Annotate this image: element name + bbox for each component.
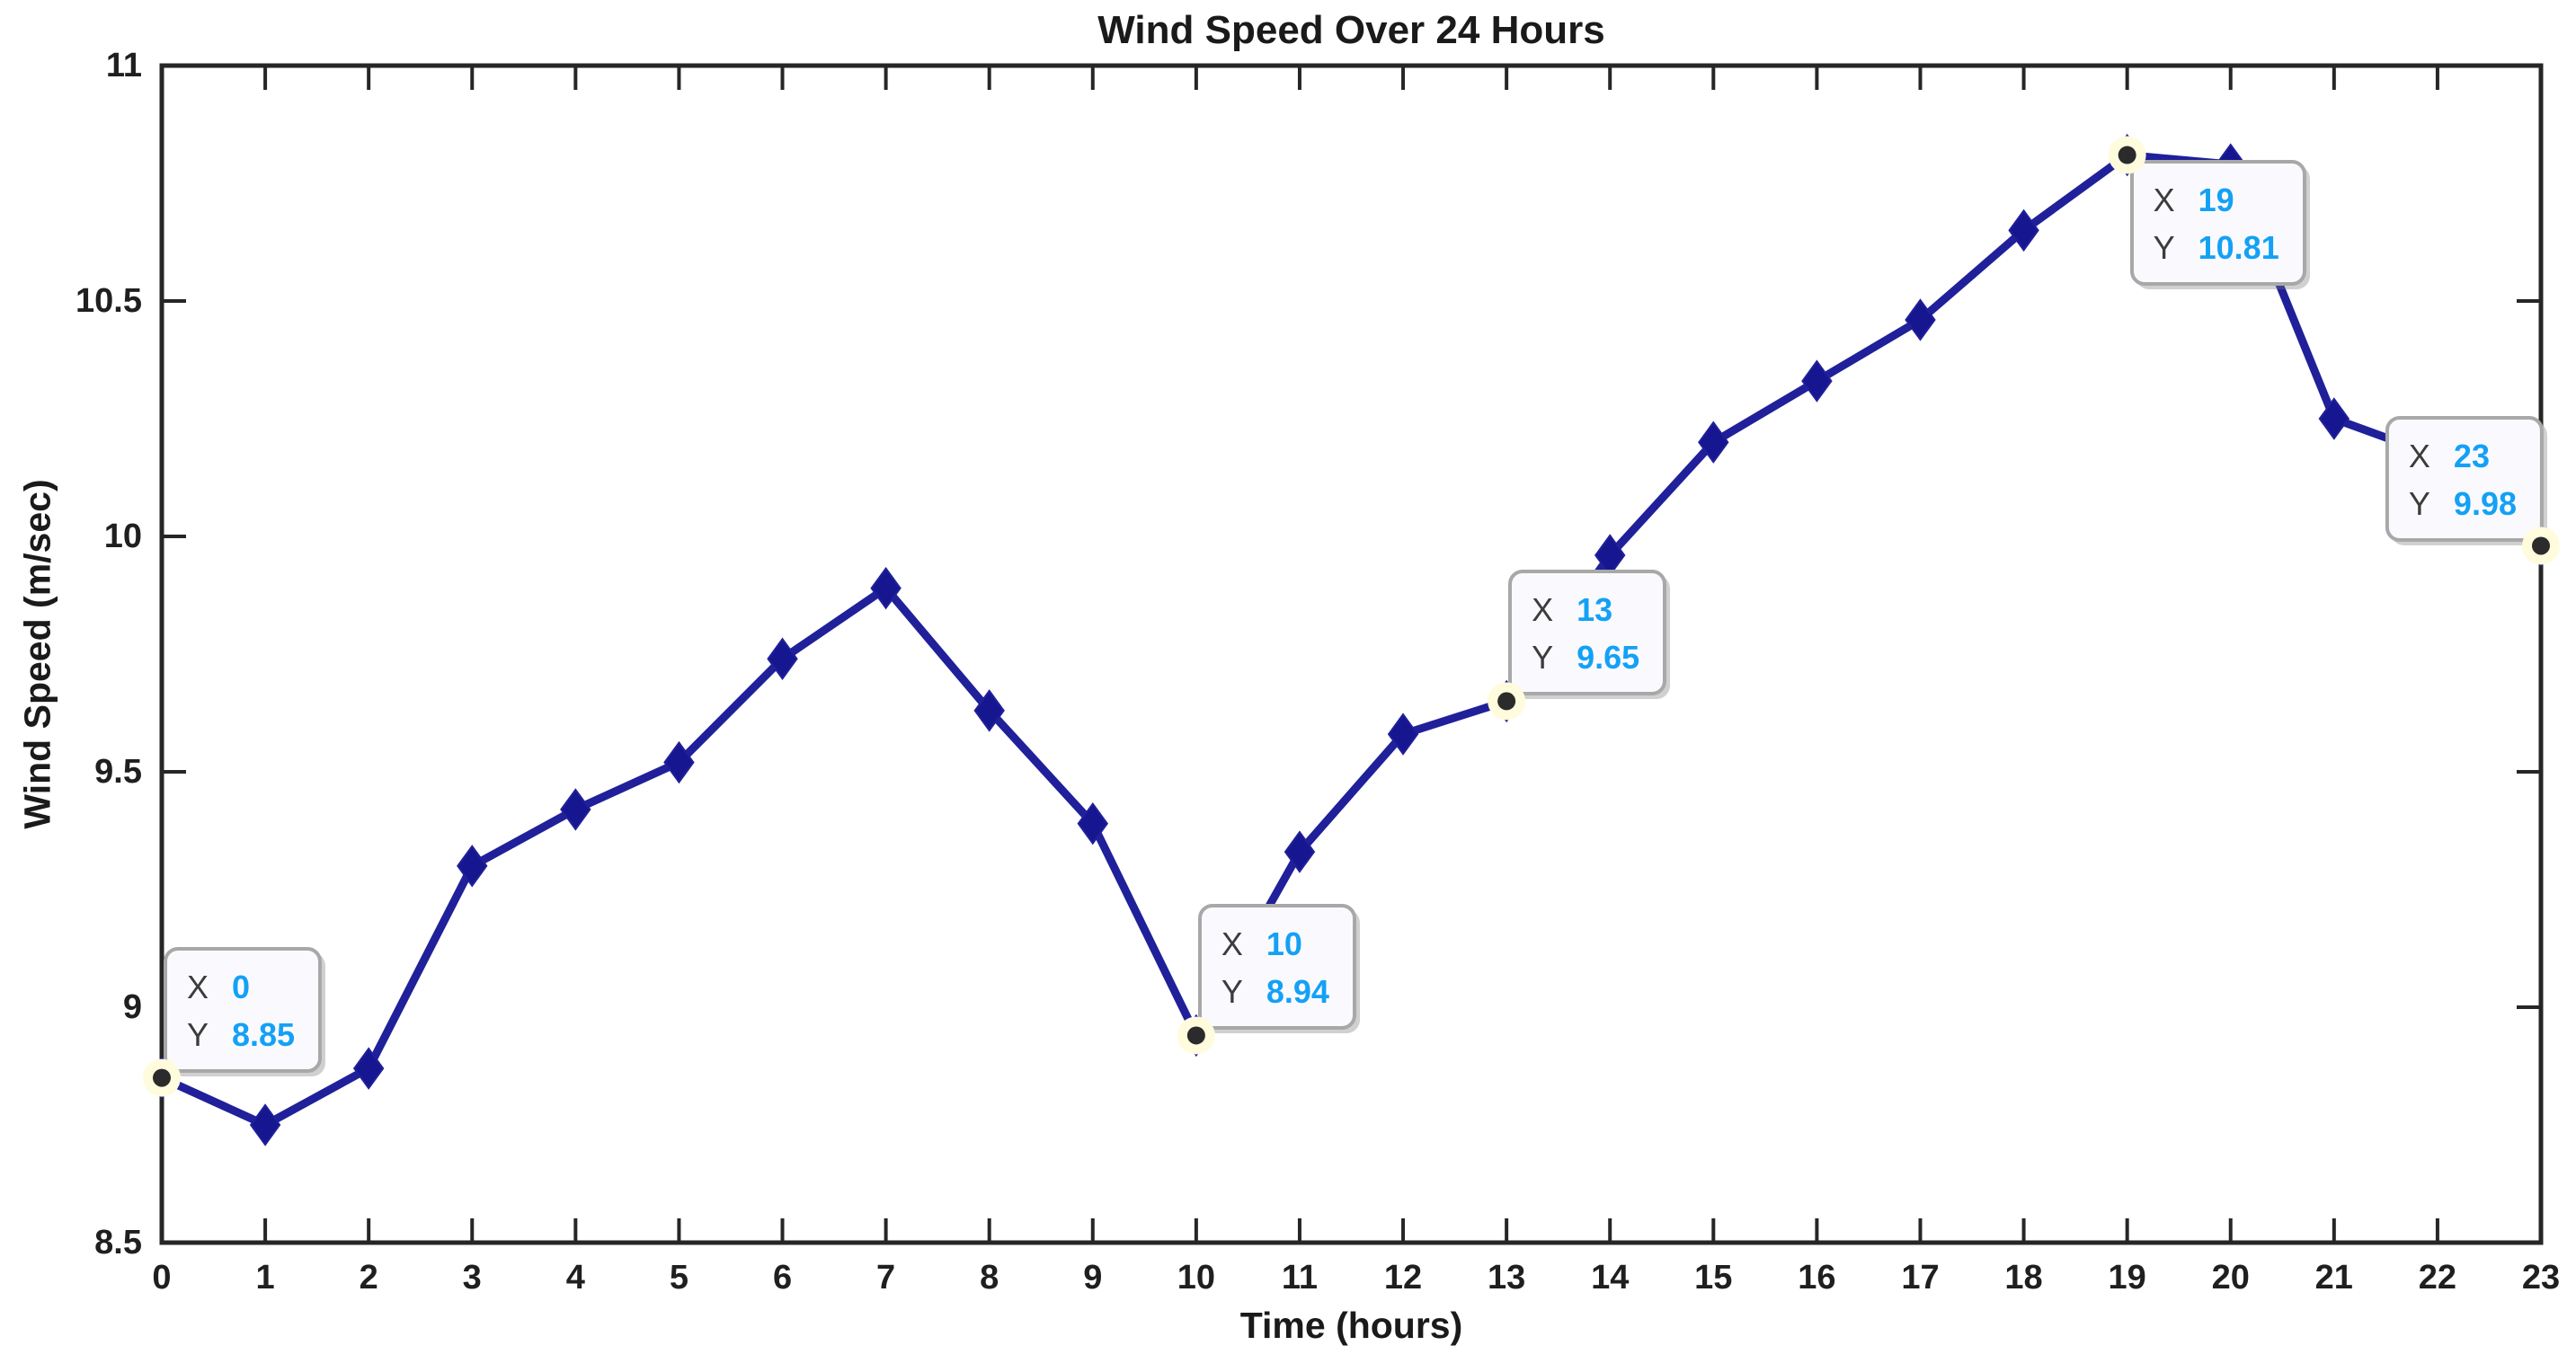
x-tick-label: 15: [1694, 1259, 1733, 1297]
datatip-x10[interactable]: X 10 Y 8.94: [1197, 904, 1356, 1031]
x-tick-label: 6: [772, 1259, 793, 1297]
datatip-y-value: 10.81: [2198, 228, 2279, 266]
datatip-y-value: 8.94: [1266, 973, 1329, 1011]
data-point-marker[interactable]: [1801, 359, 1833, 403]
data-point-marker[interactable]: [1905, 298, 1936, 341]
y-tick-label: 10: [103, 518, 142, 555]
x-tick-label: 16: [1798, 1259, 1836, 1297]
datatip-y-value: 9.98: [2453, 485, 2517, 523]
y-tick-label: 9: [122, 988, 142, 1026]
datatip-point-dot[interactable]: [2118, 146, 2136, 164]
datatip-x-row: X 23: [2409, 432, 2517, 480]
data-point-marker[interactable]: [1698, 420, 1729, 464]
datatip-y-label: Y: [1221, 973, 1243, 1011]
datatip-x-label: X: [2153, 181, 2175, 218]
y-tick-label: 11: [105, 47, 142, 84]
x-tick-label: 11: [1281, 1259, 1319, 1297]
datatip-y-label: Y: [1532, 639, 1554, 677]
data-point-marker[interactable]: [1284, 830, 1316, 873]
datatip-y-row: Y 8.94: [1221, 968, 1329, 1015]
x-tick-label: 13: [1487, 1259, 1526, 1297]
datatip-x-label: X: [1532, 591, 1554, 629]
y-tick-label: 10.5: [76, 282, 142, 320]
datatip-x-label: X: [2408, 438, 2430, 475]
data-point-marker[interactable]: [560, 788, 591, 831]
x-tick-label: 7: [876, 1259, 896, 1297]
x-tick-label: 2: [359, 1259, 378, 1297]
datatip-y-label: Y: [2153, 228, 2175, 266]
data-point-marker[interactable]: [249, 1103, 281, 1146]
x-tick-label: 3: [462, 1259, 482, 1297]
x-tick-label: 14: [1591, 1259, 1630, 1297]
chart-title: Wind Speed Over 24 Hours: [1097, 8, 1605, 52]
x-tick-label: 4: [565, 1259, 585, 1297]
axes-box: [159, 63, 2544, 1245]
data-point-marker[interactable]: [1387, 713, 1419, 756]
x-tick-label: 18: [2004, 1259, 2043, 1297]
data-point-marker[interactable]: [767, 637, 798, 680]
datatip-x-value: 10: [1266, 925, 1302, 963]
data-point-marker[interactable]: [457, 845, 488, 888]
datatip-x-row: X 19: [2154, 176, 2279, 224]
datatip-point-dot[interactable]: [1186, 1026, 1205, 1045]
datatip-point-dot[interactable]: [1497, 692, 1516, 711]
data-point-marker[interactable]: [352, 1047, 385, 1090]
datatip-y-row: Y 9.65: [1532, 633, 1639, 681]
datatip-y-value: 8.85: [232, 1015, 296, 1053]
datatip-y-label: Y: [187, 1015, 209, 1053]
x-tick-label: 17: [1901, 1259, 1940, 1297]
datatip-x-value: 19: [2198, 181, 2234, 218]
x-axis-label: Time (hours): [1239, 1305, 1463, 1346]
x-tick-label: 1: [255, 1259, 275, 1297]
datatip-x-row: X 10: [1221, 920, 1329, 968]
data-point-marker[interactable]: [973, 689, 1005, 732]
x-tick-label: 8: [980, 1259, 999, 1297]
x-tick-label: 22: [2418, 1259, 2457, 1297]
datatip-x23[interactable]: X 23 Y 9.98: [2385, 416, 2544, 543]
x-tick-label: 23: [2521, 1259, 2561, 1297]
datatip-y-row: Y 10.81: [2154, 224, 2279, 271]
data-point-marker[interactable]: [870, 566, 902, 610]
x-tick-label: 12: [1383, 1259, 1423, 1297]
x-tick-label: 0: [152, 1259, 172, 1297]
datatip-y-row: Y 9.98: [2409, 480, 2517, 527]
x-tick-label: 9: [1083, 1259, 1103, 1297]
y-tick-label: 9.5: [94, 753, 142, 791]
datatip-y-label: Y: [2408, 485, 2430, 523]
datatip-x-value: 13: [1577, 591, 1613, 629]
data-point-marker[interactable]: [1077, 801, 1109, 845]
datatip-x13[interactable]: X 13 Y 9.65: [1508, 570, 1667, 696]
datatip-x19[interactable]: X 19 Y 10.81: [2129, 159, 2306, 286]
datatip-y-value: 9.65: [1577, 639, 1640, 677]
x-tick-label: 21: [2314, 1259, 2353, 1297]
datatip-point-dot[interactable]: [2532, 536, 2550, 555]
datatip-x-value: 0: [232, 968, 251, 1005]
x-tick-label: 20: [2211, 1259, 2250, 1297]
y-tick-label: 8.5: [94, 1224, 142, 1261]
x-tick-label: 19: [2108, 1259, 2146, 1297]
data-point-marker[interactable]: [2008, 208, 2039, 252]
datatip-point-dot[interactable]: [153, 1068, 171, 1087]
datatip-x-label: X: [1221, 925, 1243, 963]
datatip-x-row: X 13: [1532, 586, 1639, 633]
data-point-marker[interactable]: [663, 740, 695, 784]
x-tick-label: 10: [1177, 1259, 1215, 1297]
datatip-y-row: Y 8.85: [187, 1011, 295, 1058]
datatip-x-value: 23: [2453, 438, 2490, 475]
data-point-marker[interactable]: [2318, 397, 2350, 440]
x-tick-label: 5: [669, 1259, 688, 1297]
datatip-x-label: X: [187, 968, 209, 1005]
